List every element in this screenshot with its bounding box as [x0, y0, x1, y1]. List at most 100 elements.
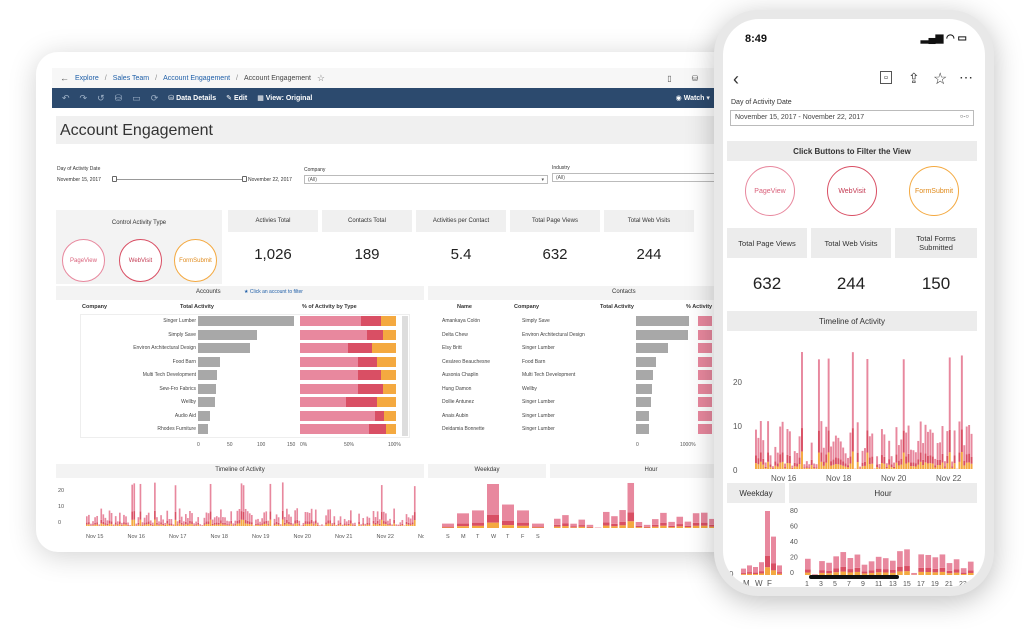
account-type-bar[interactable]: [380, 316, 396, 326]
device-preview-icon[interactable]: ▫: [880, 71, 892, 84]
account-type-bar[interactable]: [300, 370, 358, 380]
breadcrumb-sales-team[interactable]: Sales Team: [112, 74, 150, 82]
webvisit-button[interactable]: WebVisit: [119, 239, 162, 282]
account-name[interactable]: Simply Save: [168, 331, 196, 338]
account-type-bar[interactable]: [369, 424, 387, 434]
account-type-bar[interactable]: [300, 397, 347, 407]
account-type-bar[interactable]: [372, 343, 396, 353]
account-type-bar[interactable]: [357, 356, 377, 367]
contact-pct-bar[interactable]: [698, 424, 712, 434]
breadcrumb-explore[interactable]: Explore: [75, 74, 99, 82]
contact-pct-bar[interactable]: [698, 397, 712, 407]
account-type-bar[interactable]: [376, 397, 396, 407]
account-activity-bar[interactable]: [198, 343, 251, 353]
favorite-star-icon[interactable]: ☆: [933, 71, 948, 88]
contact-name[interactable]: Hung Damon: [442, 385, 472, 392]
account-activity-bar[interactable]: [198, 397, 215, 407]
account-type-bar[interactable]: [300, 424, 370, 434]
contact-activity-bar[interactable]: [636, 343, 668, 353]
contact-pct-bar[interactable]: [698, 329, 712, 340]
account-type-bar[interactable]: [386, 424, 396, 434]
account-activity-bar[interactable]: [198, 316, 294, 326]
account-type-bar[interactable]: [346, 397, 377, 407]
phone-webvisit-button[interactable]: WebVisit: [827, 166, 877, 216]
contact-pct-bar[interactable]: [698, 383, 712, 394]
account-name[interactable]: Multi Tech Development: [142, 372, 196, 378]
account-type-bar[interactable]: [382, 329, 396, 340]
back-arrow-icon[interactable]: ←: [60, 73, 69, 83]
account-type-bar[interactable]: [357, 383, 383, 394]
account-type-bar[interactable]: [357, 370, 381, 380]
contact-name[interactable]: Ausonia Chaplin: [442, 372, 479, 378]
account-type-bar[interactable]: [384, 410, 396, 421]
date-slider-start-handle[interactable]: [112, 176, 117, 182]
edit-button[interactable]: ✎ Edit: [226, 95, 248, 102]
account-activity-bar[interactable]: [198, 356, 220, 367]
redo-icon[interactable]: ↷: [79, 92, 88, 103]
watch-button[interactable]: ◉ Watch ▾: [675, 95, 710, 102]
back-chevron-icon[interactable]: ‹: [733, 69, 739, 89]
datasource-icon[interactable]: ⛁: [114, 92, 123, 103]
contact-pct-bar[interactable]: [698, 343, 712, 353]
account-name[interactable]: Sew-Fro Fabrics: [159, 385, 196, 392]
share-icon[interactable]: ⇪: [908, 70, 920, 86]
account-type-bar[interactable]: [300, 383, 358, 394]
contact-name[interactable]: Deidamia Bonnette: [442, 426, 485, 432]
date-slider-end-handle[interactable]: [242, 176, 247, 182]
home-indicator[interactable]: [809, 575, 899, 579]
account-name[interactable]: Audio Aid: [174, 412, 196, 419]
breadcrumb-account-engagement[interactable]: Account Engagement: [163, 74, 231, 82]
pageview-button[interactable]: PageView: [62, 239, 105, 282]
account-type-bar[interactable]: [382, 383, 396, 394]
account-type-bar[interactable]: [300, 316, 362, 326]
contact-pct-bar[interactable]: [698, 356, 712, 367]
account-activity-bar[interactable]: [198, 329, 257, 340]
contact-activity-bar[interactable]: [636, 329, 689, 340]
account-type-bar[interactable]: [300, 343, 348, 353]
account-type-bar[interactable]: [374, 410, 385, 421]
phone-date-field[interactable]: November 15, 2017 - November 22, 2017 ○-…: [730, 110, 974, 126]
contact-pct-bar[interactable]: [698, 316, 712, 326]
contact-activity-bar[interactable]: [636, 410, 649, 421]
account-type-bar[interactable]: [300, 329, 368, 340]
contact-name[interactable]: Dollie Antunez: [442, 399, 474, 405]
account-type-bar[interactable]: [367, 329, 383, 340]
contact-name[interactable]: Delta Chew: [442, 331, 468, 338]
account-type-bar[interactable]: [361, 316, 381, 326]
more-icon[interactable]: ⋯: [959, 69, 973, 85]
contact-name[interactable]: Amankaya Colón: [442, 318, 481, 324]
contact-activity-bar[interactable]: [636, 356, 657, 367]
contact-name[interactable]: Cesáreo Beauchesne: [442, 358, 491, 365]
account-type-bar[interactable]: [348, 343, 372, 353]
refresh-icon[interactable]: ⟳: [150, 92, 159, 103]
contact-pct-bar[interactable]: [698, 410, 712, 421]
undo-icon[interactable]: ↶: [62, 92, 70, 103]
account-type-bar[interactable]: [300, 410, 375, 421]
contact-activity-bar[interactable]: [636, 370, 654, 380]
company-dropdown[interactable]: (All) ▾: [304, 175, 548, 184]
phone-pageview-button[interactable]: PageView: [745, 166, 795, 216]
account-name[interactable]: Environ Architectural Design: [133, 345, 196, 351]
account-name[interactable]: Rhodes Furniture: [157, 426, 196, 432]
account-type-bar[interactable]: [376, 356, 396, 367]
view-button[interactable]: ▦ View: Original: [257, 95, 313, 102]
formsubmit-button[interactable]: FormSubmit: [174, 239, 217, 282]
contact-activity-bar[interactable]: [636, 397, 651, 407]
contact-activity-bar[interactable]: [636, 383, 653, 394]
device-icon[interactable]: ▯: [667, 73, 672, 83]
contact-pct-bar[interactable]: [698, 370, 712, 380]
account-name[interactable]: Wellby: [181, 399, 196, 405]
contact-name[interactable]: Anais Aubin: [442, 412, 469, 419]
pause-icon[interactable]: ▭: [132, 92, 141, 103]
account-type-bar[interactable]: [380, 370, 396, 380]
account-activity-bar[interactable]: [198, 410, 210, 421]
favorite-star-icon[interactable]: ☆: [316, 72, 325, 83]
account-activity-bar[interactable]: [198, 424, 209, 434]
contact-name[interactable]: Elsy Britt: [442, 345, 462, 351]
account-name[interactable]: Singer Lumber: [163, 318, 196, 324]
date-slider-track[interactable]: [114, 179, 244, 180]
phone-formsubmit-button[interactable]: FormSubmit: [909, 166, 959, 216]
data-details-button[interactable]: ⛁ Data Details: [168, 95, 217, 102]
accounts-scrollbar[interactable]: [402, 316, 408, 436]
account-type-bar[interactable]: [300, 356, 358, 367]
